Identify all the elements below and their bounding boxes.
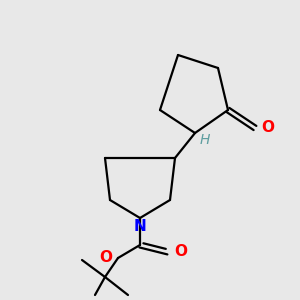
Text: H: H	[200, 133, 210, 147]
Text: O: O	[99, 250, 112, 266]
Text: O: O	[174, 244, 187, 260]
Text: O: O	[261, 121, 274, 136]
Text: N: N	[134, 219, 146, 234]
